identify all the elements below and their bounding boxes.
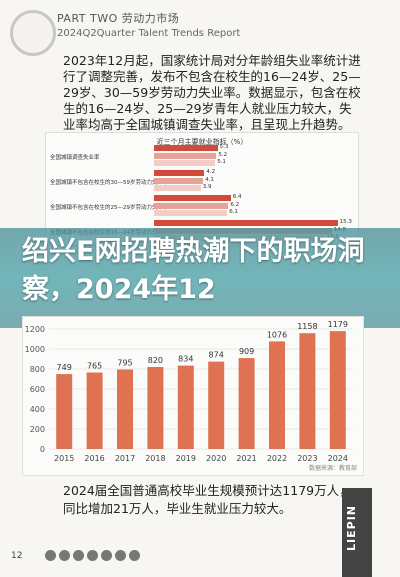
chart1-bar [154, 177, 204, 184]
chart1-value-label: 4.1 [205, 176, 214, 183]
chart1-value-label: 5.2 [218, 151, 228, 158]
chart2-bar [86, 372, 103, 449]
chart2-category-label: 2015 [54, 454, 74, 463]
chart2-bar [147, 367, 164, 449]
chart1-category-label: 全国城镇调查失业率 [50, 155, 100, 161]
intro-paragraph: 2023年12月起，国家统计局对分年龄组失业率统计进行了调整完善，发布不包含在校… [63, 53, 361, 132]
chart2-bar [299, 333, 316, 449]
share-icon-4[interactable] [87, 550, 98, 561]
share-icon-1[interactable] [45, 550, 56, 561]
chart2-bar [208, 361, 225, 449]
chart2-value-label: 1158 [297, 322, 317, 331]
share-icons [45, 545, 143, 564]
chart1-value-label: 15.3 [339, 219, 352, 225]
chart2-category-label: 2018 [145, 454, 165, 463]
chart1-bar [154, 145, 218, 151]
chart2-bar [269, 341, 285, 449]
chart1-category-label: 全国城镇不包含在校生的25—29岁劳动力失业率 [50, 205, 169, 211]
share-icon-2[interactable] [59, 550, 70, 561]
chart2-value-label: 795 [117, 359, 132, 368]
chart2-category-label: 2020 [206, 454, 226, 463]
chart1-bar [154, 220, 338, 226]
chart1-bar [154, 185, 201, 191]
page-number: 12 [11, 551, 23, 561]
brand-sidebar [342, 488, 372, 577]
chart2-category-label: 2023 [297, 454, 317, 463]
corner-logo [10, 10, 56, 56]
chart2-ytick-label: 1000 [25, 345, 45, 354]
chart2-category-label: 2019 [176, 454, 196, 463]
chart2-bar [56, 374, 73, 449]
chart2-ytick-label: 400 [30, 405, 45, 414]
chart2-bar [329, 331, 346, 449]
share-icon-6[interactable] [115, 550, 126, 561]
chart1-value-label: 5.1 [217, 159, 226, 165]
chart1-category-label: 全国城镇不包含在校生的30—59岁劳动力失业率 [50, 180, 169, 186]
chart1-bar [154, 202, 229, 209]
chart2-category-label: 2021 [236, 454, 256, 463]
chart1-value-label: 6.1 [229, 209, 238, 215]
chart1-value-label: 4.2 [206, 169, 216, 175]
chart2-ytick-label: 800 [30, 365, 45, 374]
share-icon-3[interactable] [73, 550, 84, 561]
chart2-category-label: 2024 [328, 454, 348, 463]
chart2-ytick-label: 1200 [25, 325, 45, 334]
graduates-chart-svg: 0 200 400 600 800 1000 1200 749 2015 765 2016 795 20… [25, 320, 353, 463]
chart1-bar [154, 152, 217, 159]
chart1-bar [154, 195, 231, 201]
chart2-value-label: 834 [178, 355, 193, 364]
conclusion-paragraph: 2024届全国普通高校毕业生规模预计达1179万人，同比增加21万人，毕业生就业… [63, 483, 352, 516]
chart2-bar [238, 358, 255, 449]
chart2-value-label: 820 [148, 356, 163, 365]
chart2-ytick-label: 600 [30, 385, 45, 394]
chart1-value-label: 6.2 [230, 201, 240, 208]
chart2-bar [177, 365, 194, 449]
share-icon-5[interactable] [101, 550, 112, 561]
chart2-ytick-label: 0 [40, 445, 45, 454]
section-header: PART TWO 劳动力市场 [57, 12, 180, 25]
chart1-bar [154, 210, 228, 216]
chart-source: 数据来源：教育部 [308, 465, 357, 472]
article-banner[interactable] [0, 228, 400, 328]
chart-title: 近三个月主要就业指标（%） [156, 138, 248, 146]
chart1-bar [154, 160, 216, 166]
chart2-bar [117, 369, 133, 449]
chart2-value-label: 1076 [267, 330, 287, 339]
chart1-value-label: 3.9 [202, 184, 212, 190]
chart2-category-label: 2017 [115, 454, 135, 463]
chart2-value-label: 909 [239, 347, 254, 356]
chart2-category-label: 2022 [267, 454, 287, 463]
chart2-value-label: 1179 [328, 320, 348, 329]
chart2-category-label: 2016 [84, 454, 104, 463]
chart1-bar [154, 170, 205, 176]
banner-title[interactable]: 绍兴E网招聘热潮下的职场洞察，2024年12 [22, 236, 365, 305]
chart2-value-label: 874 [209, 351, 224, 360]
chart1-value-label: 6.4 [232, 194, 242, 200]
share-icon-7[interactable] [129, 550, 140, 561]
brand-logo: LIEPIN [345, 505, 358, 551]
graduates-chart: 0 200 400 600 800 1000 1200 749 2015 765 2016 795 20… [22, 316, 364, 476]
chart1-value-label: 5.3 [219, 144, 229, 150]
chart2-value-label: 765 [87, 362, 102, 371]
chart2-ytick-label: 200 [30, 425, 45, 434]
report-subtitle: 2024Q2Quarter Talent Trends Report [57, 28, 241, 39]
chart2-value-label: 749 [57, 363, 72, 372]
